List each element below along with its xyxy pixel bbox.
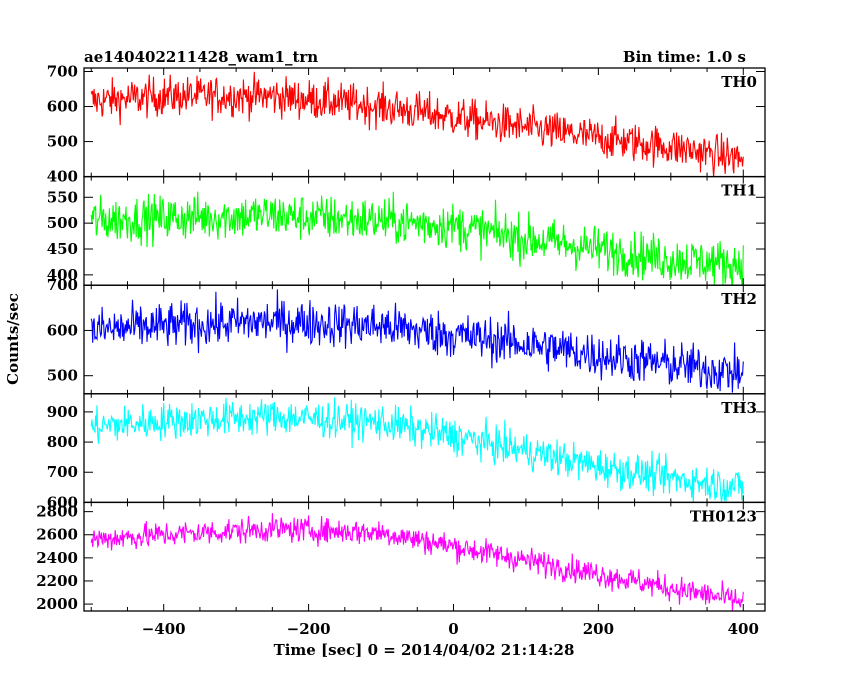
y-tick-label: 450 [47,240,78,258]
series-line-th0123 [90,513,744,611]
x-tick-label: −200 [287,620,331,638]
panel-label-th1: TH1 [721,182,757,200]
y-tick-label: 2000 [36,595,78,613]
panel-th2: 500 600 700 TH2 [47,276,766,395]
panel-label-th2: TH2 [721,290,757,308]
panel-frame [83,501,766,612]
y-tick-label: 500 [47,214,78,232]
y-tick-label: 800 [47,433,78,451]
panel-label-th3: TH3 [721,399,757,417]
y-tick-label: 500 [47,367,78,385]
panel-label-th0123: TH0123 [690,507,757,525]
x-tick-label: −400 [142,620,186,638]
series-line-th3 [90,397,744,503]
x-tick-label: 200 [583,620,614,638]
y-tick-label: 700 [47,276,78,294]
y-tick-label: 700 [47,463,78,481]
y-tick-label: 2800 [36,503,78,521]
y-tick-label: 400 [47,168,78,186]
y-tick-label: 600 [47,321,78,339]
chart-title: ae140402211428_wam1_trn [84,48,318,66]
x-tick-label: 0 [448,620,458,638]
y-tick-label: 700 [47,63,78,81]
series-line-th1 [90,191,744,286]
y-tick-label: 400 [47,266,78,284]
x-axis: −400 −200 0 200 400 [142,620,759,638]
panel-frame [83,67,766,178]
bin-time-label: Bin time: 1.0 s [623,48,746,66]
x-axis-label: Time [sec] 0 = 2014/04/02 21:14:28 [274,641,575,659]
y-tick-label: 500 [47,133,78,151]
panel-th1: 400 450 500 550 TH1 [47,175,766,286]
x-tick-label: 400 [728,620,759,638]
panel-th0123: 2000 2200 2400 2600 2800 TH0123 [36,501,766,613]
y-axis-label: Counts/sec [4,293,22,385]
series-line-th2 [90,289,744,393]
y-tick-label: 900 [47,403,78,421]
panel-th3: 600 700 800 900 TH3 [47,393,766,511]
y-tick-label: 2200 [36,572,78,590]
y-tick-label: 600 [47,493,78,511]
panel-th0: 400 500 600 700 TH0 [47,63,766,186]
y-tick-label: 600 [47,98,78,116]
y-tick-label: 550 [47,188,78,206]
y-tick-label: 2600 [36,526,78,544]
chart-panels: 400 500 600 700 TH0 400 450 500 550 TH1 500 600 700 T… [36,63,766,613]
panel-label-th0: TH0 [721,73,757,91]
series-line-th0 [90,71,744,177]
y-tick-label: 2400 [36,549,78,567]
